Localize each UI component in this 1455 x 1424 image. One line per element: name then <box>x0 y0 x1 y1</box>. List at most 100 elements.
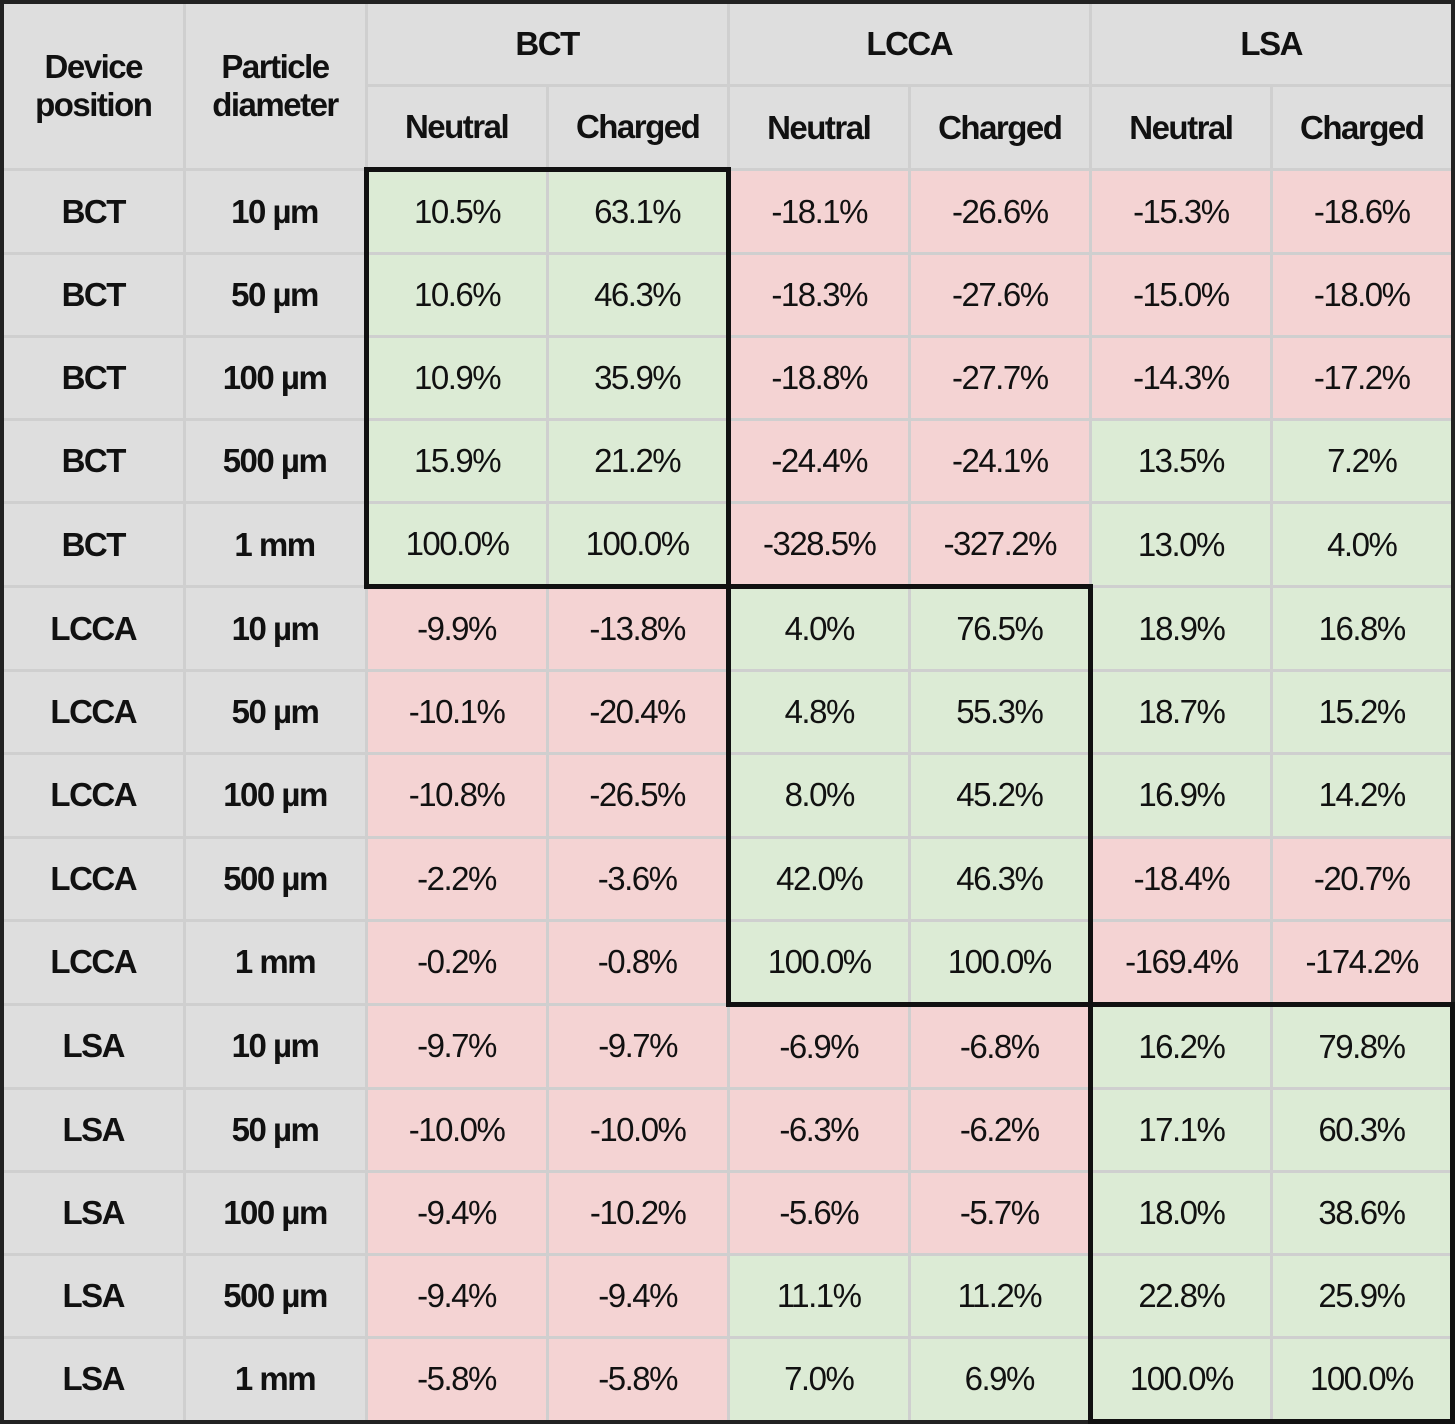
row-label: LSA <box>0 1335 186 1424</box>
table-row: LSA 10 µm -9.7% -9.7% -6.9% -6.8% 16.2% 79.8% <box>0 1001 1455 1090</box>
row-label: 50 µm <box>182 252 368 339</box>
value-cell: -169.4% <box>1088 918 1273 1006</box>
value-cell: 55.3% <box>907 669 1093 756</box>
header-row: Neutral Charged Neutral Charged Neutral Charg… <box>2 84 1455 172</box>
row-label: LCCA <box>0 585 186 673</box>
row-label: 50 µm <box>182 669 368 756</box>
table-body: BCT 10 µm 10.5% 63.1% -18.1% -26.6% -15.3% -18.… <box>0 166 1455 1424</box>
row-label: BCT <box>0 335 186 422</box>
value-cell: 46.3% <box>907 835 1093 922</box>
value-cell: 100.0% <box>1269 1335 1455 1424</box>
value-cell: 18.0% <box>1087 1169 1273 1256</box>
row-label: 10 µm <box>182 167 368 256</box>
subcol-header: Neutral <box>1088 84 1273 171</box>
row-label: BCT <box>0 501 186 589</box>
value-cell: 16.9% <box>1088 752 1273 839</box>
value-cell: -10.1% <box>364 669 549 756</box>
value-cell: -18.1% <box>726 167 911 256</box>
value-cell: 35.9% <box>545 335 731 422</box>
table-row: LCCA 10 µm -9.9% -13.8% 4.0% 76.5% 18.9% 16.8% <box>0 584 1455 673</box>
value-cell: -0.2% <box>364 918 549 1006</box>
value-cell: -0.8% <box>545 918 730 1006</box>
value-cell: 13.0% <box>1088 501 1273 589</box>
row-label: 10 µm <box>182 585 368 673</box>
table-row: BCT 100 µm 10.9% 35.9% -18.8% -27.7% -14.3% -17… <box>0 335 1455 422</box>
value-cell: 21.2% <box>545 418 731 505</box>
value-cell: 6.9% <box>907 1335 1092 1424</box>
table-row: BCT 500 µm 15.9% 21.2% -24.4% -24.1% 13.5% 7.2% <box>0 418 1455 505</box>
value-cell: 13.5% <box>1088 418 1273 505</box>
table-row: LCCA 100 µm -10.8% -26.5% 8.0% 45.2% 16.9% 14.2… <box>0 752 1455 839</box>
row-label: LSA <box>0 1169 186 1256</box>
value-cell: -9.7% <box>364 1002 549 1090</box>
table-row: LCCA 500 µm -2.2% -3.6% 42.0% 46.3% -18.4% -20.… <box>0 835 1455 922</box>
value-cell: -10.0% <box>364 1086 549 1173</box>
value-cell: 8.0% <box>725 752 911 839</box>
value-cell: -20.4% <box>545 669 730 756</box>
value-cell: -15.3% <box>1088 167 1273 256</box>
row-label: BCT <box>0 167 186 256</box>
subcol-header: Neutral <box>364 84 549 172</box>
value-cell: 100.0% <box>725 918 911 1007</box>
table-row: LCCA 50 µm -10.1% -20.4% 4.8% 55.3% 18.7% 15.2% <box>0 669 1455 756</box>
value-cell: -5.8% <box>364 1335 549 1424</box>
value-cell: 45.2% <box>907 752 1093 839</box>
row-label: LCCA <box>0 669 186 756</box>
value-cell: 100.0% <box>907 918 1093 1007</box>
header-cell: Particle diameter <box>182 0 368 171</box>
value-cell: 14.2% <box>1269 752 1455 839</box>
value-cell: 22.8% <box>1087 1252 1273 1339</box>
value-cell: 10.5% <box>363 166 549 256</box>
subcol-header: Charged <box>907 84 1092 171</box>
value-cell: -327.2% <box>907 501 1092 589</box>
value-cell: 42.0% <box>725 835 911 922</box>
value-cell: 4.8% <box>725 669 911 756</box>
value-cell: -9.4% <box>364 1252 549 1339</box>
row-label: 500 µm <box>182 835 368 922</box>
row-label: BCT <box>0 252 186 339</box>
row-label: 50 µm <box>182 1086 368 1173</box>
value-cell: 4.0% <box>1269 501 1455 589</box>
table-row: BCT 10 µm 10.5% 63.1% -18.1% -26.6% -15.3% -18.… <box>0 166 1455 256</box>
value-cell: -15.0% <box>1088 252 1273 339</box>
value-cell: 18.7% <box>1088 669 1273 756</box>
value-cell: -18.3% <box>726 252 911 339</box>
group-header: BCT <box>364 0 730 87</box>
value-cell: 100.0% <box>1087 1335 1273 1424</box>
value-cell: 4.0% <box>725 584 911 673</box>
value-cell: -18.8% <box>726 335 911 422</box>
value-cell: -27.7% <box>907 335 1092 422</box>
row-label: 1 mm <box>182 1335 368 1424</box>
table-row: LSA 500 µm -9.4% -9.4% 11.1% 11.2% 22.8% 25.9% <box>0 1252 1455 1339</box>
subcol-header: Neutral <box>726 84 911 171</box>
group-header: LSA <box>1088 0 1455 87</box>
value-cell: 11.1% <box>726 1252 911 1339</box>
value-cell: -13.8% <box>545 585 730 673</box>
row-label: 500 µm <box>182 418 368 505</box>
value-cell: 79.8% <box>1269 1001 1455 1090</box>
row-label: 500 µm <box>182 1252 368 1339</box>
value-cell: -27.6% <box>907 252 1092 339</box>
table-row: LCCA 1 mm -0.2% -0.8% 100.0% 100.0% -169.4% -17… <box>0 918 1455 1007</box>
value-cell: 7.0% <box>726 1335 911 1424</box>
row-label: 1 mm <box>182 918 368 1006</box>
value-cell: -18.4% <box>1088 835 1273 922</box>
row-label: LCCA <box>0 918 186 1006</box>
value-cell: -328.5% <box>726 501 911 589</box>
value-cell: 15.2% <box>1269 669 1455 756</box>
value-cell: 15.9% <box>363 418 549 505</box>
value-cell: -10.8% <box>364 752 549 839</box>
value-cell: 18.9% <box>1088 585 1273 673</box>
table-row: BCT 1 mm 100.0% 100.0% -328.5% -327.2% 13.0% 4.… <box>0 501 1455 590</box>
value-cell: -2.2% <box>364 835 549 922</box>
value-cell: 16.8% <box>1269 585 1455 673</box>
value-cell: 11.2% <box>907 1252 1092 1339</box>
value-cell: -24.4% <box>726 418 911 505</box>
row-label: BCT <box>0 418 186 505</box>
value-cell: 10.9% <box>363 335 549 422</box>
row-label: LCCA <box>0 752 186 839</box>
row-label: LCCA <box>0 835 186 922</box>
